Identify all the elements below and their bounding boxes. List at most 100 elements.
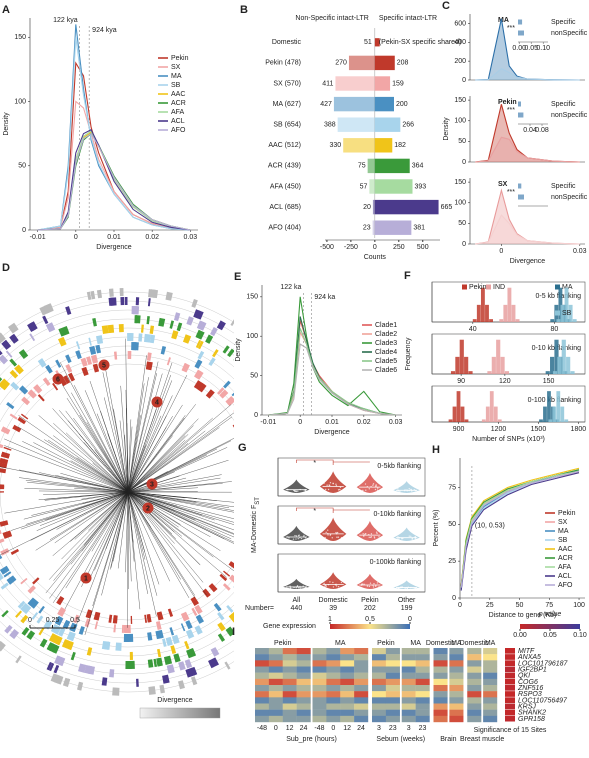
heat-cell <box>282 666 297 673</box>
ring-segment <box>240 372 248 380</box>
ring-segment <box>0 426 11 435</box>
ring-segment <box>127 333 132 342</box>
ring-segment <box>229 574 234 581</box>
ring-segment <box>52 382 59 391</box>
bar-right <box>374 38 380 47</box>
ring-segment <box>300 442 309 447</box>
heat-cell <box>296 648 311 655</box>
ring-segment <box>268 614 276 621</box>
hist-bar <box>554 339 559 374</box>
branch <box>53 435 129 493</box>
branch <box>127 361 159 493</box>
group-label: Pekin <box>274 640 292 647</box>
branch <box>127 491 196 598</box>
heat-cell <box>268 648 283 655</box>
heat-cell <box>415 709 430 717</box>
hist-bar <box>550 319 555 322</box>
jitter-point <box>297 490 299 492</box>
x-axis-label: Divergence <box>314 429 350 436</box>
ring-segment <box>0 520 9 527</box>
branch <box>127 427 220 493</box>
heat-cell <box>449 672 464 680</box>
heat-cell <box>415 697 430 704</box>
ring-segment <box>158 317 166 327</box>
ring-segment <box>125 624 131 633</box>
significance-label: * <box>313 508 316 515</box>
ring-segment <box>233 359 234 361</box>
ring-segment <box>245 352 255 362</box>
jitter-point <box>369 582 372 584</box>
ring-segment <box>302 555 312 564</box>
heat-cell <box>433 666 448 673</box>
hist-bar <box>545 371 550 374</box>
value-label: 20 <box>363 204 371 211</box>
bar-right <box>374 199 439 215</box>
heat-cell <box>312 709 327 717</box>
jitter-point <box>362 533 364 535</box>
heat-cell <box>282 703 297 710</box>
ring-segment <box>286 430 295 437</box>
clade-marker <box>52 373 64 385</box>
jitter-point <box>373 582 375 585</box>
branch <box>61 491 129 560</box>
ring-segment <box>265 554 274 560</box>
jitter-point <box>340 581 343 584</box>
x-tick-label: -0.01 <box>30 234 46 241</box>
ring-segment <box>15 655 22 664</box>
ring-segment <box>270 493 278 497</box>
branch <box>127 491 132 582</box>
branch <box>84 491 129 636</box>
group-label: MA <box>451 640 462 647</box>
x-axis-label: Number of SNPs (x10³) <box>472 436 545 443</box>
annotation-label: 924 kya <box>92 27 117 34</box>
legend-label: AAC <box>171 91 185 98</box>
heat-cell <box>372 691 387 698</box>
jitter-point <box>339 488 341 491</box>
jitter-point <box>363 535 365 537</box>
ring-segment <box>2 530 12 537</box>
counts-label: Number= <box>245 605 274 612</box>
ring-segment <box>0 529 2 535</box>
ring-segment <box>219 389 229 399</box>
value-label: 393 <box>414 183 426 190</box>
line <box>37 100 191 231</box>
x-tick-label: -500 <box>320 244 334 251</box>
tissue-label: Breast muscle <box>460 736 504 743</box>
y-axis-label: Frequency <box>405 337 412 371</box>
ring-segment <box>261 492 269 497</box>
heat-cell <box>401 666 416 673</box>
branch <box>76 491 129 625</box>
ring-segment <box>222 583 231 591</box>
heat-cell <box>340 648 355 655</box>
ring-segment <box>86 647 93 656</box>
tree-group <box>0 288 312 696</box>
ring-segment <box>263 444 271 448</box>
ring-segment <box>29 389 37 397</box>
ring-segment <box>18 385 29 395</box>
branch <box>125 338 129 493</box>
heat-cell <box>467 697 482 704</box>
clade-label: 3 <box>150 481 154 488</box>
heat-cell <box>467 703 482 710</box>
ring-segment <box>270 541 278 546</box>
heat-cell <box>326 660 341 667</box>
legend-label: AFO <box>171 127 186 134</box>
category-label: AFA (450) <box>270 183 301 190</box>
branch <box>104 363 129 493</box>
violin <box>319 572 347 589</box>
branch <box>127 491 181 580</box>
branch <box>120 385 129 493</box>
jitter-point <box>324 488 327 491</box>
legend-label: SB <box>558 537 568 544</box>
inset-label: nonSpecific <box>551 194 588 201</box>
branch <box>127 491 234 531</box>
legend-label: AFO <box>558 582 573 589</box>
ring-segment <box>178 680 185 690</box>
value-label: 159 <box>392 80 404 87</box>
ring-segment <box>265 451 273 455</box>
ring-segment <box>295 467 303 472</box>
group-label: MA <box>335 640 346 647</box>
heat-cell <box>415 654 430 661</box>
heat-cell <box>415 691 430 698</box>
jitter-point <box>410 488 412 491</box>
